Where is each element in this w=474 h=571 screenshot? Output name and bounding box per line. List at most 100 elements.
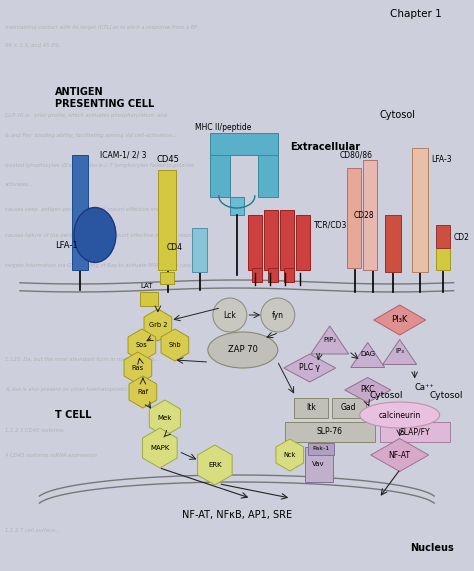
Bar bbox=[158, 170, 176, 270]
Text: Shb: Shb bbox=[169, 342, 181, 348]
Text: TCR/CD3: TCR/CD3 bbox=[314, 220, 347, 230]
Text: 4 CD45 isoforms mRNA expression: 4 CD45 isoforms mRNA expression bbox=[5, 452, 97, 457]
Text: ERK: ERK bbox=[208, 462, 222, 468]
Text: Cytosol: Cytosol bbox=[429, 392, 463, 400]
Text: Gad: Gad bbox=[341, 404, 356, 412]
Polygon shape bbox=[124, 352, 152, 384]
Text: MAPK: MAPK bbox=[150, 445, 170, 451]
Text: NF-AT, NFκB, AP1, SRE: NF-AT, NFκB, AP1, SRE bbox=[182, 510, 292, 520]
Polygon shape bbox=[144, 309, 172, 341]
Text: targets information via GTP loading of Ras to activate MAP kinase cascade: targets information via GTP loading of R… bbox=[5, 263, 201, 267]
Text: Raf: Raf bbox=[137, 389, 148, 395]
Bar bbox=[285, 422, 375, 442]
Bar bbox=[210, 155, 230, 197]
Bar bbox=[436, 248, 450, 270]
Text: Ca⁺⁺: Ca⁺⁺ bbox=[415, 384, 435, 392]
Bar bbox=[192, 228, 207, 272]
Polygon shape bbox=[284, 354, 336, 382]
Text: Cytosol: Cytosol bbox=[370, 391, 403, 400]
Bar bbox=[230, 197, 244, 215]
Bar bbox=[264, 210, 278, 270]
Bar bbox=[363, 160, 377, 270]
Text: 59 ± 1.3, and 45.0%: 59 ± 1.3, and 45.0% bbox=[5, 42, 59, 47]
Text: Cytosol: Cytosol bbox=[380, 110, 416, 120]
Text: LFA-1: LFA-1 bbox=[55, 240, 78, 250]
Bar bbox=[308, 443, 334, 455]
Bar bbox=[258, 155, 278, 197]
Text: 1.125. Da, but the most abundant form in mature T cells...: 1.125. Da, but the most abundant form in… bbox=[5, 357, 159, 363]
Polygon shape bbox=[383, 340, 417, 364]
Text: ANTIGEN
PRESENTING CELL: ANTIGEN PRESENTING CELL bbox=[55, 87, 154, 109]
Text: CD2: CD2 bbox=[454, 232, 470, 242]
Text: CD45: CD45 bbox=[156, 155, 179, 164]
Polygon shape bbox=[345, 377, 391, 403]
Polygon shape bbox=[128, 329, 156, 361]
Bar bbox=[346, 168, 361, 268]
Text: IP₃: IP₃ bbox=[395, 348, 404, 354]
Text: MHC II/peptide: MHC II/peptide bbox=[195, 123, 251, 132]
Polygon shape bbox=[374, 305, 426, 335]
Text: NF-AT: NF-AT bbox=[389, 451, 410, 460]
Text: LAT: LAT bbox=[140, 283, 152, 289]
Text: 1.1.2.5 CD45 isoforms: 1.1.2.5 CD45 isoforms bbox=[5, 428, 64, 432]
Text: ZAP 70: ZAP 70 bbox=[228, 345, 258, 355]
Text: causes failure of the peripheral T cell to mount effective immune responses: causes failure of the peripheral T cell … bbox=[5, 232, 205, 238]
Bar bbox=[412, 148, 428, 272]
Text: GLP-70 is   prior profile, which activates phosphorylation  and: GLP-70 is prior profile, which activates… bbox=[5, 112, 167, 118]
Text: treated lymphocytes (D's) and also b-/- T lymphocytes failed to polarize: treated lymphocytes (D's) and also b-/- … bbox=[5, 163, 194, 167]
Text: Extracellular: Extracellular bbox=[290, 142, 360, 152]
Bar bbox=[385, 215, 401, 272]
Bar bbox=[248, 215, 262, 270]
Text: Lck: Lck bbox=[223, 311, 236, 320]
Text: calcineurin: calcineurin bbox=[379, 411, 421, 420]
Bar bbox=[72, 155, 88, 270]
Polygon shape bbox=[351, 343, 385, 368]
Bar bbox=[296, 215, 310, 270]
Text: fyn: fyn bbox=[272, 311, 284, 320]
Text: Nucleus: Nucleus bbox=[410, 543, 454, 553]
Bar bbox=[305, 447, 333, 482]
Polygon shape bbox=[198, 445, 232, 485]
Text: DAG: DAG bbox=[360, 351, 375, 357]
Polygon shape bbox=[311, 326, 349, 354]
Polygon shape bbox=[161, 329, 189, 361]
Bar bbox=[210, 133, 278, 155]
Polygon shape bbox=[149, 400, 181, 436]
Text: Grb 2: Grb 2 bbox=[149, 322, 167, 328]
Ellipse shape bbox=[360, 402, 440, 428]
Text: Ras: Ras bbox=[132, 365, 144, 371]
Polygon shape bbox=[129, 376, 157, 408]
Polygon shape bbox=[371, 439, 428, 472]
Ellipse shape bbox=[208, 332, 278, 368]
Circle shape bbox=[261, 298, 295, 332]
Text: Chapter 1: Chapter 1 bbox=[390, 9, 441, 19]
Bar bbox=[280, 210, 294, 270]
Text: & and Pxy  binding ability, facilitating among Val cell-activation...: & and Pxy binding ability, facilitating … bbox=[5, 132, 177, 138]
Bar bbox=[140, 292, 158, 306]
Bar bbox=[436, 225, 450, 248]
Text: CD28: CD28 bbox=[354, 211, 375, 219]
Text: 1.1.2 T cell surface...: 1.1.2 T cell surface... bbox=[5, 528, 60, 533]
Text: maintaining contact with its target (CTL) or to elicit a response from a BF: maintaining contact with its target (CTL… bbox=[5, 26, 197, 30]
Text: Vav: Vav bbox=[312, 461, 325, 467]
Text: Itk: Itk bbox=[306, 404, 316, 412]
Text: CD80/86: CD80/86 bbox=[340, 151, 373, 159]
Polygon shape bbox=[143, 428, 177, 468]
Bar bbox=[268, 268, 278, 282]
Bar bbox=[284, 268, 294, 282]
Text: ICAM-1/ 2/ 3: ICAM-1/ 2/ 3 bbox=[100, 151, 146, 159]
Bar bbox=[252, 268, 262, 282]
Text: LFA-3: LFA-3 bbox=[432, 155, 452, 164]
Text: causes keep  antigen peripheral T cell mount effective immune: causes keep antigen peripheral T cell mo… bbox=[5, 207, 172, 212]
Text: SLP-76: SLP-76 bbox=[317, 428, 343, 436]
Text: T CELL: T CELL bbox=[55, 410, 91, 420]
Text: PLC γ: PLC γ bbox=[299, 364, 320, 372]
Text: CD4: CD4 bbox=[167, 243, 183, 252]
Polygon shape bbox=[276, 439, 304, 471]
Text: A, but is also present on other haematopoietic...: A, but is also present on other haematop… bbox=[5, 388, 132, 392]
Bar bbox=[380, 422, 450, 442]
Bar bbox=[160, 272, 174, 284]
Text: Nck: Nck bbox=[283, 452, 296, 458]
Bar bbox=[294, 398, 328, 418]
Circle shape bbox=[213, 298, 247, 332]
